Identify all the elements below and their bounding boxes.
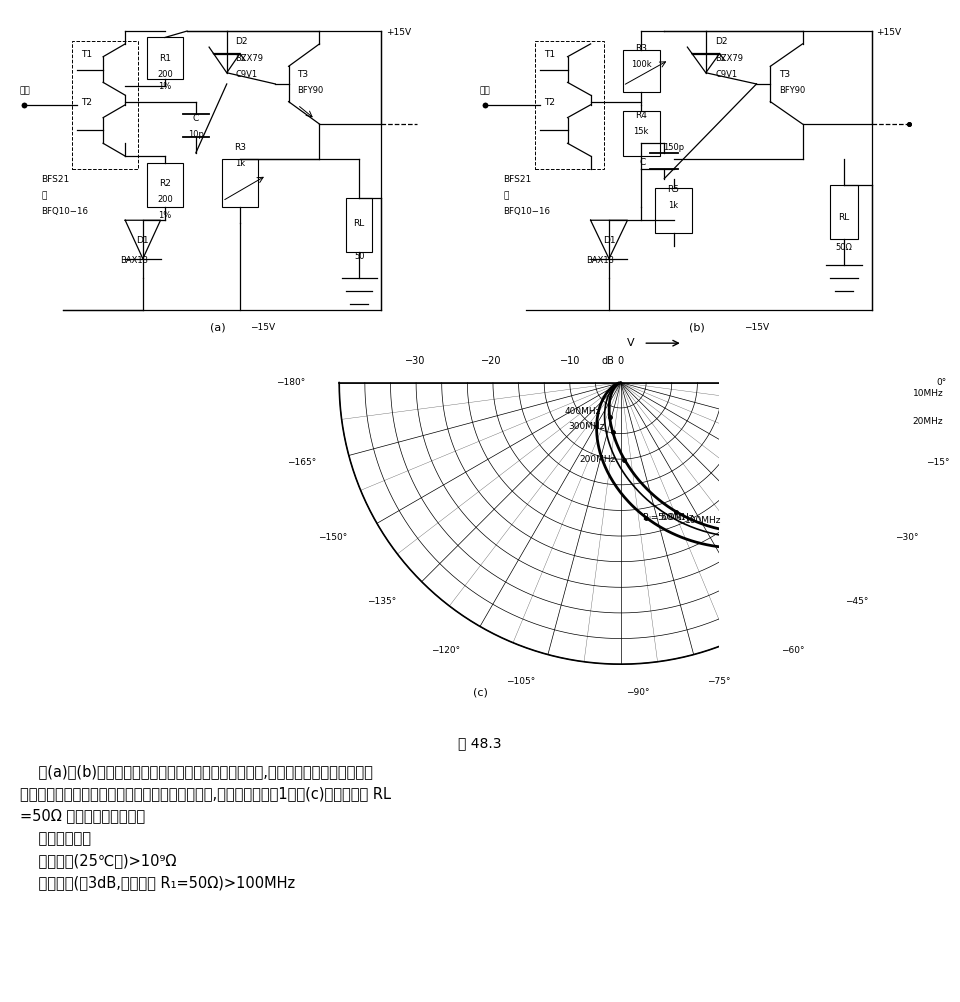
Bar <box>72 41 138 169</box>
Bar <box>623 111 660 156</box>
Text: BFQ10−16: BFQ10−16 <box>503 207 550 216</box>
Text: −90°: −90° <box>627 687 650 696</box>
Bar <box>223 159 257 207</box>
Text: 150p: 150p <box>663 143 684 152</box>
Text: T1: T1 <box>544 50 556 59</box>
Text: +15V: +15V <box>876 28 901 37</box>
Text: 1k: 1k <box>668 201 679 210</box>
Text: +15V: +15V <box>386 28 411 37</box>
Text: R1: R1 <box>159 53 171 62</box>
Bar <box>346 197 372 253</box>
Text: 15k: 15k <box>634 127 649 136</box>
Text: −165°: −165° <box>287 458 316 467</box>
Text: 1%: 1% <box>158 210 172 219</box>
Text: V: V <box>627 338 635 348</box>
Text: C9V1: C9V1 <box>715 69 737 78</box>
Text: −30: −30 <box>405 356 425 366</box>
Text: BFQ10−16: BFQ10−16 <box>41 207 88 216</box>
Text: −60°: −60° <box>781 646 804 655</box>
Text: BZX79: BZX79 <box>715 53 743 62</box>
Text: (b): (b) <box>688 323 705 333</box>
Text: Rₗ= 500Ω: Rₗ= 500Ω <box>643 513 685 522</box>
Text: −20: −20 <box>481 356 501 366</box>
Text: 0°: 0° <box>936 378 947 387</box>
Text: BAX13: BAX13 <box>586 256 613 265</box>
Text: −15V: −15V <box>250 323 275 332</box>
Text: 200: 200 <box>157 69 173 78</box>
Text: C9V1: C9V1 <box>235 69 257 78</box>
Text: 500MHz: 500MHz <box>658 513 694 522</box>
Text: −105°: −105° <box>506 677 535 686</box>
Text: (c): (c) <box>472 688 488 698</box>
Text: RL: RL <box>838 212 850 221</box>
Text: −10: −10 <box>560 356 580 366</box>
Text: 图 48.3: 图 48.3 <box>458 736 502 750</box>
Text: 0: 0 <box>617 356 624 366</box>
Text: BFY90: BFY90 <box>298 85 324 94</box>
Text: 50: 50 <box>354 253 365 262</box>
Text: 10p: 10p <box>188 130 204 139</box>
Text: R5: R5 <box>667 185 680 194</box>
Text: BFY90: BFY90 <box>780 85 805 94</box>
Text: 400MHz: 400MHz <box>564 407 601 416</box>
Text: C: C <box>639 158 646 167</box>
Text: −15°: −15° <box>925 458 949 467</box>
Text: 100k: 100k <box>631 60 652 69</box>
Bar <box>623 50 660 92</box>
Text: 200MHz: 200MHz <box>580 455 616 464</box>
Text: 输入电阻(25℃时)>10⁹Ω: 输入电阻(25℃时)>10⁹Ω <box>20 853 177 868</box>
Text: T3: T3 <box>298 69 308 78</box>
Text: BFS21: BFS21 <box>41 175 69 184</box>
Text: 10MHz: 10MHz <box>913 390 944 399</box>
Text: 输入: 输入 <box>480 86 491 95</box>
Text: −45°: −45° <box>846 597 869 606</box>
Text: D1: D1 <box>603 236 615 245</box>
Bar <box>536 41 605 169</box>
Text: 或: 或 <box>503 191 509 200</box>
Text: 输入: 输入 <box>19 86 30 95</box>
Text: BZX79: BZX79 <box>235 53 264 62</box>
Bar <box>147 37 182 79</box>
Text: −135°: −135° <box>367 597 396 606</box>
Text: 200: 200 <box>157 194 173 203</box>
Text: 300MHz: 300MHz <box>568 423 605 431</box>
Text: 器等的测试头电路。其输入和输出具有同样的电位,电压放大系数为1。图(c)为负载电阻 RL: 器等的测试头电路。其输入和输出具有同样的电位,电压放大系数为1。图(c)为负载电… <box>20 787 391 802</box>
Text: R2: R2 <box>159 178 171 187</box>
Text: RL: RL <box>353 219 365 227</box>
Text: BAX13: BAX13 <box>120 256 148 265</box>
Text: D1: D1 <box>136 236 149 245</box>
Text: −75°: −75° <box>707 677 731 686</box>
Text: −30°: −30° <box>895 533 918 542</box>
Text: 20MHz: 20MHz <box>912 418 943 427</box>
Text: −150°: −150° <box>318 533 347 542</box>
Text: 宽带频率(－3dB,负载电阻 R₁=50Ω)>100MHz: 宽带频率(－3dB,负载电阻 R₁=50Ω)>100MHz <box>20 875 295 890</box>
Text: dB: dB <box>601 356 614 366</box>
Text: 1k: 1k <box>235 159 245 168</box>
Bar <box>147 162 182 207</box>
Bar <box>655 188 692 233</box>
Text: 50Ω: 50Ω <box>835 242 852 252</box>
Text: R3: R3 <box>234 143 246 152</box>
Text: R3: R3 <box>636 44 647 53</box>
Text: −120°: −120° <box>431 646 460 655</box>
Text: T3: T3 <box>780 69 791 78</box>
Text: =50Ω 时的幅相特性曲线。: =50Ω 时的幅相特性曲线。 <box>20 809 145 824</box>
Text: 100MHz: 100MHz <box>684 516 721 525</box>
Bar <box>830 185 858 239</box>
Text: 主要技术指标: 主要技术指标 <box>20 831 91 846</box>
Text: 图(a)和(b)电路具有极高的输入电阻和很低的输出电阻,可作为宽带放大器用于示波: 图(a)和(b)电路具有极高的输入电阻和很低的输出电阻,可作为宽带放大器用于示波 <box>20 765 372 780</box>
Text: 或: 或 <box>41 191 47 200</box>
Text: −180°: −180° <box>276 378 305 387</box>
Text: T2: T2 <box>81 98 92 107</box>
Text: (a): (a) <box>210 323 226 333</box>
Text: R4: R4 <box>636 111 647 120</box>
Text: BFS21: BFS21 <box>503 175 531 184</box>
Text: T2: T2 <box>544 98 556 107</box>
Text: D2: D2 <box>235 37 248 46</box>
Text: −15V: −15V <box>744 323 769 332</box>
Text: D2: D2 <box>715 37 728 46</box>
Text: T1: T1 <box>81 50 92 59</box>
Text: 1%: 1% <box>158 82 172 91</box>
Text: C: C <box>193 114 199 123</box>
